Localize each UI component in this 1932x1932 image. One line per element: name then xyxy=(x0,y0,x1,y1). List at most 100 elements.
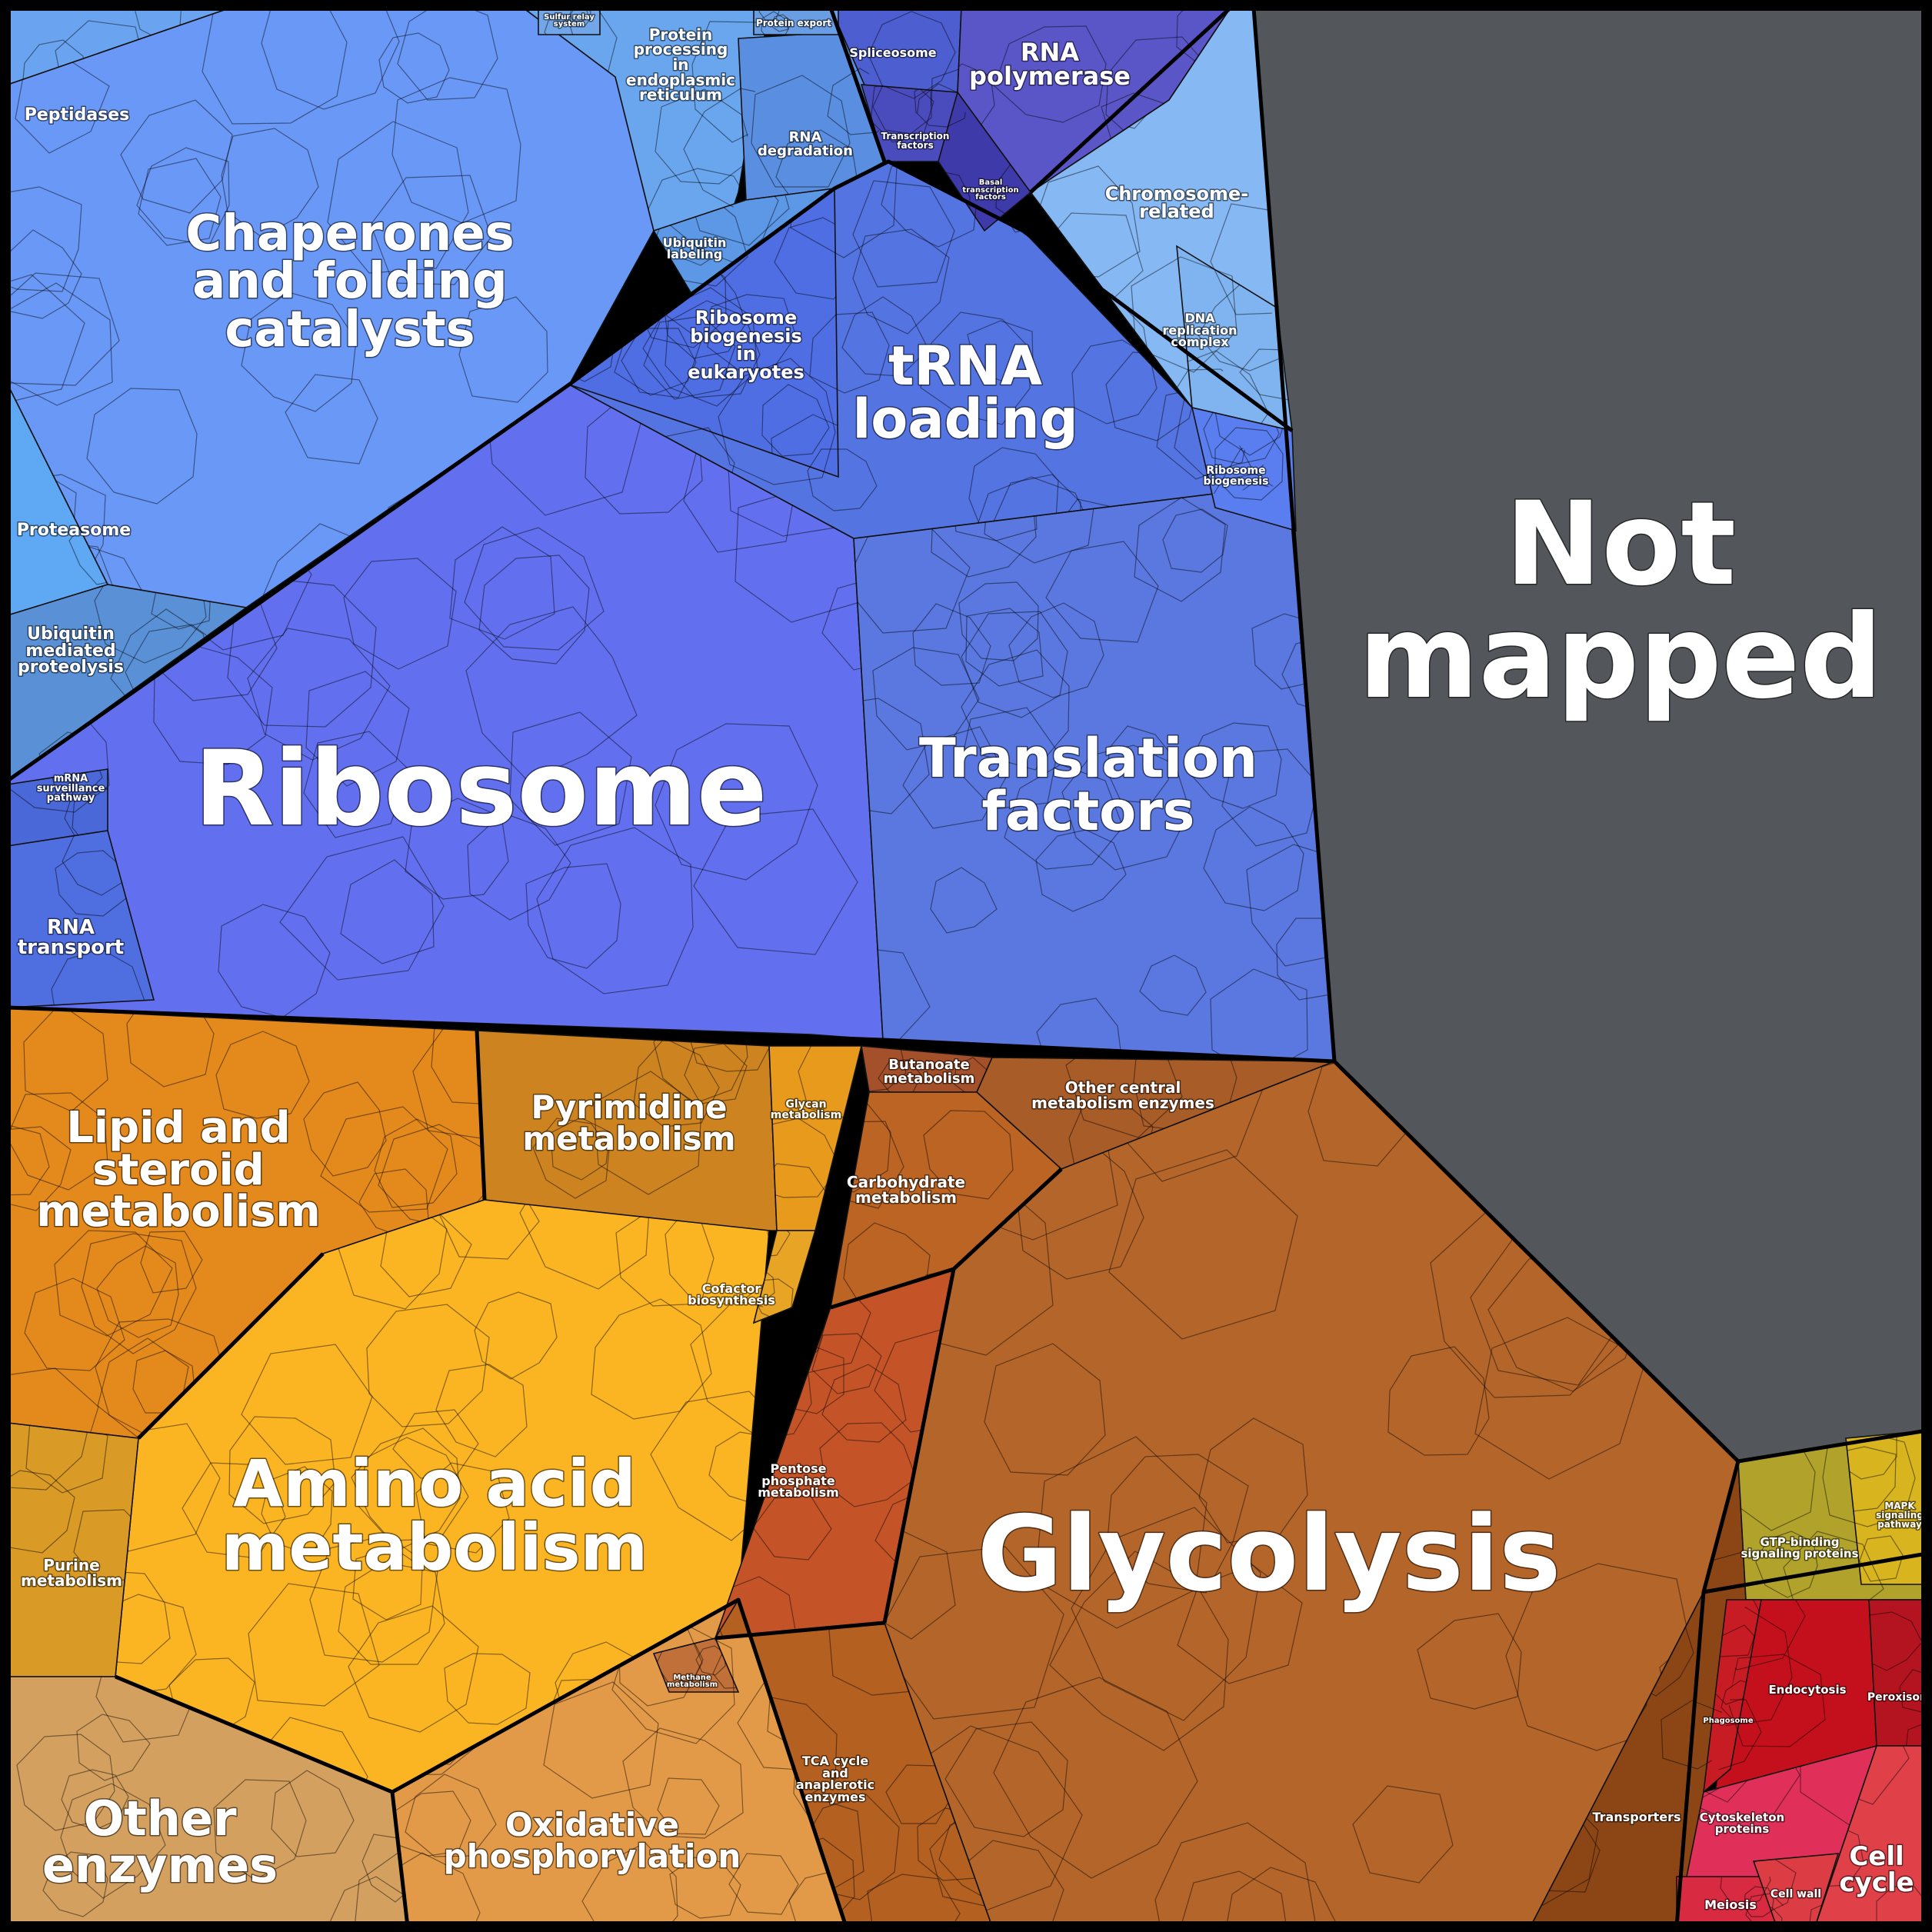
subcells-translation xyxy=(854,485,1334,1061)
category-cells xyxy=(7,7,1927,1927)
subcell xyxy=(1704,1600,1761,1658)
label-ribo_biog: Ribosome biogenesis xyxy=(1204,465,1269,488)
label-line: pathway xyxy=(47,792,95,804)
label-glycolysis: Glycolysis xyxy=(977,1494,1561,1614)
cell-methane xyxy=(652,1637,740,1693)
subcell xyxy=(868,11,956,99)
subcell xyxy=(774,217,838,300)
label-line: labeling xyxy=(667,247,722,261)
subcell xyxy=(1704,1624,1761,1705)
subcell xyxy=(356,1437,469,1541)
subcell xyxy=(1131,256,1237,373)
subcell xyxy=(754,1267,775,1305)
label-line: and xyxy=(822,1766,848,1780)
subcell xyxy=(213,1779,307,1880)
subcell xyxy=(669,1857,741,1919)
subcell xyxy=(8,274,85,405)
subcell xyxy=(221,128,319,238)
label-line: TCA cycle xyxy=(802,1754,868,1768)
label-other_enz: Other enzymes xyxy=(42,1790,278,1894)
subcell xyxy=(867,1874,961,1927)
subcell xyxy=(1239,348,1292,401)
subcell xyxy=(536,827,694,994)
subcell xyxy=(1177,350,1269,431)
subcell xyxy=(81,1233,197,1354)
group-boundary xyxy=(828,7,887,162)
subcell xyxy=(687,1031,774,1072)
label-carbohydrate: Carbohydrate metabolism xyxy=(847,1173,965,1207)
label-line: anaplerotic xyxy=(796,1777,874,1792)
subcell xyxy=(1134,497,1226,602)
label-ribosome: Ribosome xyxy=(195,728,768,849)
subcell xyxy=(807,448,878,511)
label-protein_er: Protein processing in endoplasmic reticulum xyxy=(626,25,735,104)
subcell xyxy=(218,904,331,1018)
subcell xyxy=(809,311,890,394)
subcells-peroxisome xyxy=(1869,1611,1927,1746)
label-mrna_surv: mRNA surveillance pathway xyxy=(37,773,105,804)
label-line: steroid xyxy=(92,1145,264,1195)
label-line: Amino acid xyxy=(233,1446,635,1521)
subcell xyxy=(872,85,932,135)
subcell xyxy=(961,611,1068,718)
subcell xyxy=(303,731,410,838)
subcell xyxy=(394,1790,471,1857)
group-boundary xyxy=(1251,7,1337,1062)
subcell xyxy=(8,1124,50,1196)
subcell xyxy=(1045,541,1159,643)
subcell xyxy=(1899,1669,1927,1714)
group-boundary xyxy=(882,1268,956,1624)
label-purine: Purine metabolism xyxy=(21,1556,122,1590)
label-line: Proteasome xyxy=(17,521,131,540)
label-translation: Translation factors xyxy=(919,727,1257,843)
subcell xyxy=(1744,1886,1774,1917)
label-line: complex xyxy=(1171,335,1229,349)
subcell xyxy=(1004,764,1124,870)
label-line: Purine xyxy=(43,1556,99,1574)
label-methane: Methane metabolism xyxy=(667,1674,718,1689)
subcell xyxy=(261,1466,333,1556)
label-line: degradation xyxy=(758,143,853,159)
label-line: processing xyxy=(634,40,728,58)
label-line: metabolism xyxy=(855,1188,957,1207)
label-sulfur: Sulfur relay system xyxy=(544,13,595,28)
subcell xyxy=(683,88,769,215)
subcell xyxy=(509,711,632,846)
group-boundary xyxy=(6,159,1294,783)
subcells-peptidases xyxy=(22,8,182,85)
subcell xyxy=(984,485,1098,564)
subcell xyxy=(1352,1785,1454,1884)
subcell xyxy=(94,585,207,664)
label-line: Butanoate xyxy=(888,1057,969,1073)
subcell xyxy=(241,291,357,412)
label-line: Peroxisome xyxy=(1867,1691,1932,1704)
label-peroxisome: Peroxisome xyxy=(1867,1691,1932,1704)
subcell xyxy=(354,1851,408,1927)
label-line: biosynthesis xyxy=(688,1293,775,1307)
subcell xyxy=(761,384,830,457)
subcell xyxy=(467,812,571,921)
subcell xyxy=(872,647,980,751)
label-tf: Transcription factors xyxy=(881,131,950,151)
subcell xyxy=(25,1423,108,1494)
subcell xyxy=(852,228,950,335)
group-boundary xyxy=(115,1674,410,1927)
subcell xyxy=(392,1409,479,1479)
subcell xyxy=(8,1367,99,1438)
subcell xyxy=(8,282,113,406)
label-glycan: Glycan metabolism xyxy=(771,1098,841,1121)
label-line: Pyrimidine xyxy=(531,1088,727,1126)
label-line: mRNA xyxy=(54,773,88,784)
label-oxphos: Oxidative phosphorylation xyxy=(444,1806,741,1875)
subcell xyxy=(1108,725,1172,804)
label-dna_rep: DNA replication complex xyxy=(1163,311,1237,349)
label-mapk: MAPK signaling pathway xyxy=(1876,1501,1924,1530)
label-line: phosphate xyxy=(761,1474,835,1488)
label-line: Cell wall xyxy=(1770,1888,1821,1900)
subcell xyxy=(1036,998,1122,1061)
subcell xyxy=(378,32,450,104)
label-line: in xyxy=(736,343,755,365)
subcell xyxy=(1808,1900,1838,1927)
group-boundary xyxy=(715,1621,885,1641)
